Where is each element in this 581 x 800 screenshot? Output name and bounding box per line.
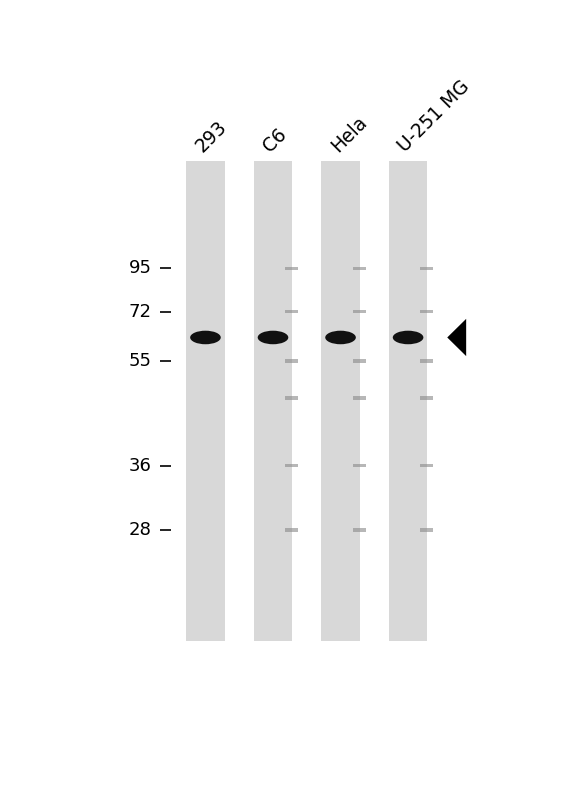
Text: U-251 MG: U-251 MG: [394, 77, 474, 156]
Bar: [353, 266, 365, 270]
Ellipse shape: [258, 330, 288, 344]
Bar: [421, 396, 433, 400]
Bar: [285, 529, 298, 532]
Text: 28: 28: [128, 522, 152, 539]
Ellipse shape: [190, 330, 221, 344]
Polygon shape: [447, 319, 466, 356]
Bar: [421, 266, 433, 270]
Bar: [285, 396, 298, 400]
Text: Hela: Hela: [327, 113, 371, 156]
Bar: [285, 464, 298, 467]
Bar: [285, 359, 298, 362]
Bar: [421, 464, 433, 467]
Text: 55: 55: [128, 352, 152, 370]
Bar: [353, 396, 365, 400]
Text: 95: 95: [128, 259, 152, 278]
Bar: [353, 464, 365, 467]
Bar: [421, 359, 433, 362]
Bar: [353, 310, 365, 314]
Text: C6: C6: [260, 125, 290, 156]
Bar: [285, 310, 298, 314]
Bar: [421, 310, 433, 314]
Bar: [389, 161, 427, 641]
Ellipse shape: [393, 330, 424, 344]
Text: 293: 293: [192, 117, 231, 156]
Bar: [353, 529, 365, 532]
Bar: [353, 359, 365, 362]
Bar: [321, 161, 360, 641]
Text: 72: 72: [128, 302, 152, 321]
Ellipse shape: [325, 330, 356, 344]
Bar: [187, 161, 225, 641]
Bar: [285, 266, 298, 270]
Bar: [421, 529, 433, 532]
Bar: [254, 161, 292, 641]
Text: 36: 36: [128, 457, 152, 474]
